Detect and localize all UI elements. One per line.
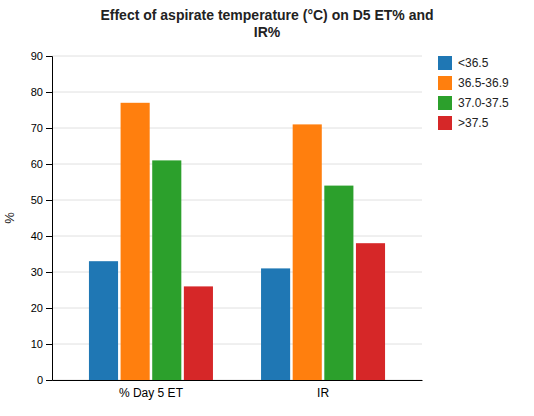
tick-mark [46, 272, 52, 273]
tick-label: 0 [37, 374, 43, 386]
tick-label: 30 [31, 266, 43, 278]
tick: 50 [31, 194, 52, 206]
tick-label: % Day 5 ET [119, 386, 184, 400]
tick: 60 [31, 158, 52, 170]
legend-label: 37.0-37.5 [458, 96, 509, 110]
tick: 30 [31, 266, 52, 278]
grid-line [52, 92, 422, 93]
tick-mark [46, 164, 52, 165]
grid [52, 56, 422, 380]
axis-title: % [2, 212, 17, 224]
legend-swatch [438, 96, 452, 110]
bar [121, 103, 150, 380]
tick-label: 80 [31, 86, 43, 98]
bars [89, 103, 385, 380]
title: Effect of aspirate temperature (°C) on D… [100, 7, 433, 40]
legend-label: 36.5-36.9 [458, 76, 509, 90]
plot: 0 10 20 30 40 50 60 70 80 90 % Day 5 ET IR% <36.5 36.… [2, 50, 509, 400]
x-axis: % Day 5 ET IR [53, 381, 423, 400]
tick: 20 [31, 302, 52, 314]
axis-line [46, 57, 53, 381]
bar [152, 160, 181, 380]
tick-label: 20 [31, 302, 43, 314]
tick-label: 50 [31, 194, 43, 206]
legend-item: >37.5 [438, 116, 489, 130]
grid-line [52, 164, 422, 165]
bar [261, 268, 290, 380]
bar [89, 261, 118, 380]
bar [356, 243, 385, 380]
grid-line [52, 200, 422, 201]
y-axis: 0 10 20 30 40 50 60 70 80 90 [31, 50, 53, 386]
tick: 80 [31, 86, 52, 98]
title-line: Effect of aspirate temperature (°C) on D… [100, 7, 433, 23]
tick-label: 10 [31, 338, 43, 350]
tick-label: 90 [31, 50, 43, 62]
tick: 90 [31, 50, 52, 62]
tick-mark [46, 128, 52, 129]
tick-label: 40 [31, 230, 43, 242]
grid-line [52, 56, 422, 57]
legend-label: <36.5 [458, 56, 489, 70]
tick: IR [317, 386, 329, 400]
tick: 40 [31, 230, 52, 242]
tick: 0 [37, 374, 52, 386]
tick-label: IR [317, 386, 329, 400]
legend-swatch [438, 76, 452, 90]
chart: Effect of aspirate temperature (°C) on D… [0, 0, 534, 416]
legend-item: <36.5 [438, 56, 489, 70]
tick-mark [46, 236, 52, 237]
tick: 70 [31, 122, 52, 134]
bar [324, 186, 353, 380]
tick-mark [46, 200, 52, 201]
tick-label: 70 [31, 122, 43, 134]
grid-line [52, 236, 422, 237]
title-line: IR% [254, 24, 281, 40]
legend-label: >37.5 [458, 116, 489, 130]
legend-swatch [438, 56, 452, 70]
tick: % Day 5 ET [119, 386, 184, 400]
tick-mark [46, 344, 52, 345]
tick-mark [46, 380, 52, 381]
tick-label: 60 [31, 158, 43, 170]
tick-mark [46, 92, 52, 93]
bar [293, 124, 322, 380]
tick: 10 [31, 338, 52, 350]
legend-swatch [438, 116, 452, 130]
tick-mark [46, 56, 52, 57]
axis-line [53, 380, 423, 381]
bar [184, 286, 213, 380]
legend: <36.5 36.5-36.9 37.0-37.5 >37.5 [438, 56, 509, 130]
legend-item: 37.0-37.5 [438, 96, 509, 110]
grid-line [52, 128, 422, 129]
legend-item: 36.5-36.9 [438, 76, 509, 90]
tick-mark [46, 308, 52, 309]
